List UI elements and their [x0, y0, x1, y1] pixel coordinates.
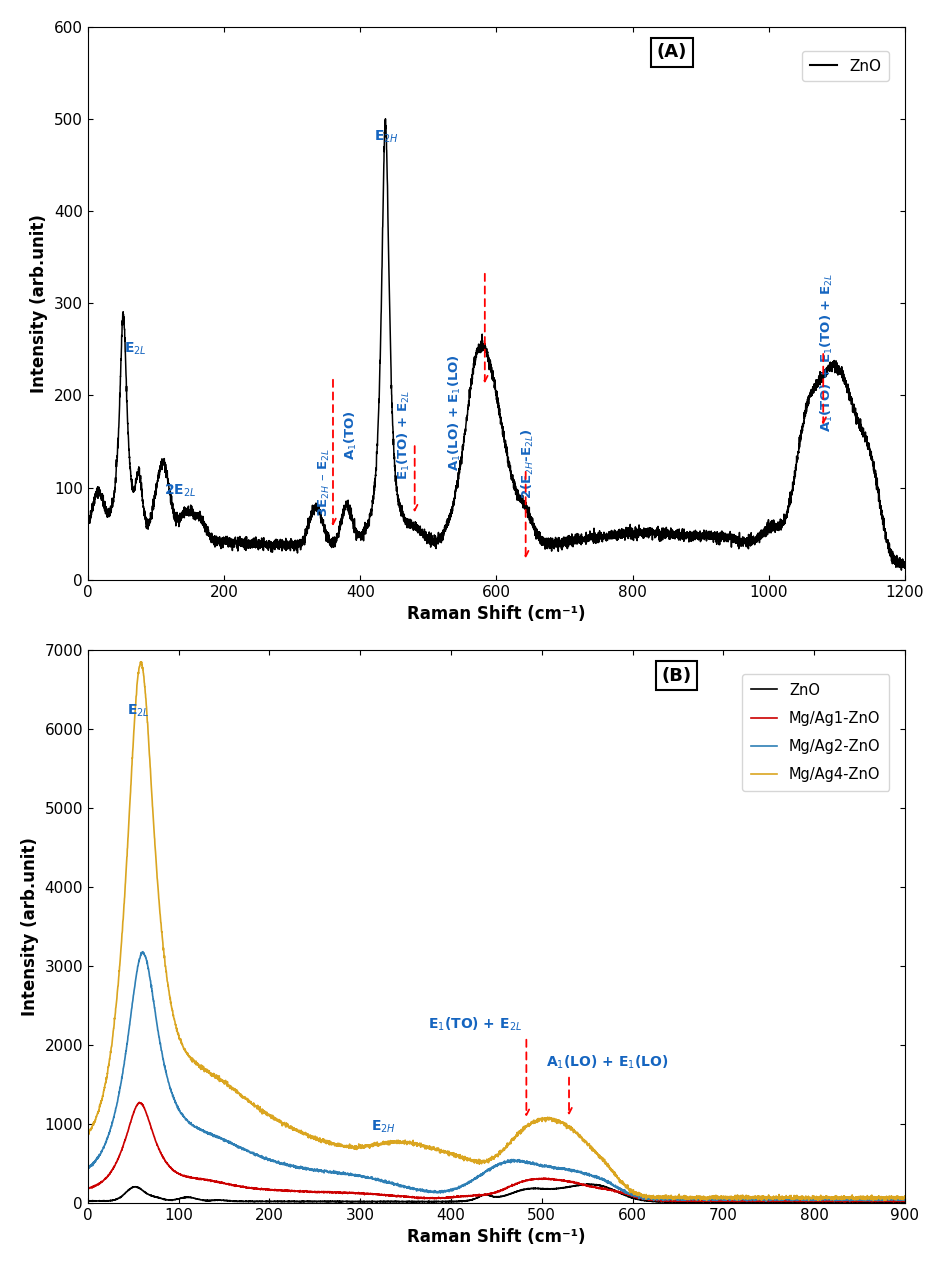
Text: E$_{2H}$: E$_{2H}$: [371, 1119, 396, 1135]
Line: Mg/Ag2-ZnO: Mg/Ag2-ZnO: [88, 952, 904, 1201]
ZnO: [833, 1195, 844, 1210]
Mg/Ag4-ZnO: [425, 1142, 436, 1157]
X-axis label: Raman Shift (cm⁻¹): Raman Shift (cm⁻¹): [407, 606, 585, 623]
Text: E$_{2L}$: E$_{2L}$: [126, 703, 149, 720]
Text: 2(E$_{2H}$-E$_{2L}$): 2(E$_{2H}$-E$_{2L}$): [519, 428, 535, 499]
Text: A$_1$(LO) + E$_1$(LO): A$_1$(LO) + E$_1$(LO): [546, 1053, 668, 1071]
Mg/Ag2-ZnO: [873, 1192, 885, 1207]
Mg/Ag1-ZnO: [873, 1194, 885, 1209]
Mg/Ag2-ZnO: [470, 1169, 481, 1185]
Mg/Ag1-ZnO: [675, 1192, 686, 1207]
Mg/Ag4-ZnO: [675, 1191, 686, 1206]
Mg/Ag2-ZnO: [137, 944, 148, 959]
Text: (A): (A): [656, 43, 686, 61]
Text: E$_1$(TO) + E$_{2L}$: E$_1$(TO) + E$_{2L}$: [428, 1016, 522, 1033]
Mg/Ag1-ZnO: [470, 1188, 481, 1204]
Text: (B): (B): [661, 666, 690, 684]
ZnO: [675, 1194, 686, 1209]
Mg/Ag2-ZnO: [833, 1192, 844, 1207]
Text: E$_1$(TO) + E$_{2L}$: E$_1$(TO) + E$_{2L}$: [396, 390, 412, 480]
Mg/Ag1-ZnO: [899, 1194, 910, 1209]
Y-axis label: Intensity (arb.unit): Intensity (arb.unit): [30, 214, 48, 393]
Mg/Ag4-ZnO: [136, 654, 147, 669]
Text: A$_1$(LO) + E$_1$(LO): A$_1$(LO) + E$_1$(LO): [447, 353, 463, 471]
ZnO: [899, 1195, 910, 1210]
Mg/Ag4-ZnO: [470, 1153, 481, 1168]
Mg/Ag4-ZnO: [700, 1192, 712, 1207]
Mg/Ag2-ZnO: [759, 1194, 770, 1209]
Text: 2E$_{2L}$: 2E$_{2L}$: [164, 483, 196, 499]
Mg/Ag2-ZnO: [899, 1192, 910, 1207]
Mg/Ag2-ZnO: [675, 1191, 686, 1206]
Mg/Ag1-ZnO: [82, 1181, 93, 1196]
Text: 3E$_{2H}$ – E$_{2L}$: 3E$_{2H}$ – E$_{2L}$: [317, 447, 332, 517]
ZnO: [82, 1194, 93, 1209]
Line: Mg/Ag1-ZnO: Mg/Ag1-ZnO: [88, 1102, 904, 1202]
Mg/Ag1-ZnO: [133, 1095, 144, 1110]
Mg/Ag4-ZnO: [899, 1188, 910, 1204]
ZnO: [470, 1191, 481, 1206]
Mg/Ag4-ZnO: [431, 1142, 443, 1157]
Mg/Ag2-ZnO: [82, 1162, 93, 1177]
Text: A$_1$(TO): A$_1$(TO): [343, 411, 359, 460]
ZnO: [873, 1195, 885, 1210]
Line: ZnO: ZnO: [88, 1185, 904, 1202]
Mg/Ag1-ZnO: [431, 1190, 443, 1205]
Legend: ZnO: ZnO: [801, 51, 888, 81]
Text: E$_{2L}$: E$_{2L}$: [124, 341, 146, 357]
Mg/Ag1-ZnO: [833, 1194, 844, 1209]
Mg/Ag4-ZnO: [82, 1126, 93, 1142]
ZnO: [582, 1177, 594, 1192]
X-axis label: Raman Shift (cm⁻¹): Raman Shift (cm⁻¹): [407, 1228, 585, 1247]
Text: A$_1$(TO) + E$_1$(TO) + E$_{2L}$: A$_1$(TO) + E$_1$(TO) + E$_{2L}$: [818, 274, 834, 432]
Y-axis label: Intensity (arb.unit): Intensity (arb.unit): [21, 837, 39, 1016]
Mg/Ag2-ZnO: [425, 1185, 436, 1200]
Mg/Ag4-ZnO: [873, 1191, 885, 1206]
Mg/Ag2-ZnO: [431, 1183, 443, 1199]
Mg/Ag1-ZnO: [425, 1190, 436, 1205]
Mg/Ag4-ZnO: [833, 1190, 844, 1205]
ZnO: [431, 1194, 443, 1209]
Legend: ZnO, Mg/Ag1-ZnO, Mg/Ag2-ZnO, Mg/Ag4-ZnO: ZnO, Mg/Ag1-ZnO, Mg/Ag2-ZnO, Mg/Ag4-ZnO: [742, 674, 888, 791]
ZnO: [888, 1195, 900, 1210]
Mg/Ag1-ZnO: [837, 1195, 849, 1210]
Line: Mg/Ag4-ZnO: Mg/Ag4-ZnO: [88, 661, 904, 1200]
Text: E$_{2H}$: E$_{2H}$: [374, 128, 398, 144]
ZnO: [425, 1195, 436, 1210]
